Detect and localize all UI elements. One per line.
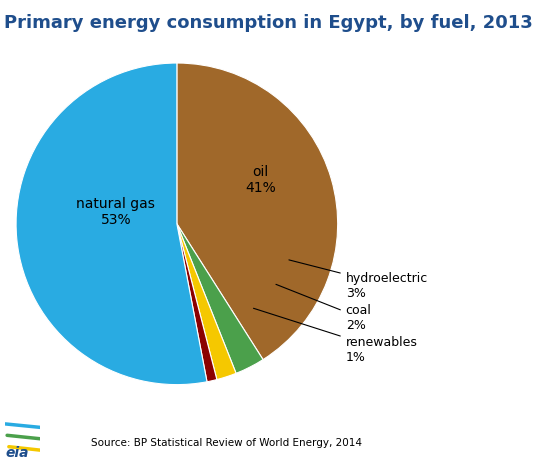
Text: renewables
1%: renewables 1% xyxy=(254,308,418,364)
Text: natural gas
53%: natural gas 53% xyxy=(76,196,155,227)
Wedge shape xyxy=(177,224,263,374)
Text: Source: BP Statistical Review of World Energy, 2014: Source: BP Statistical Review of World E… xyxy=(91,437,362,448)
Wedge shape xyxy=(177,224,217,382)
Wedge shape xyxy=(177,224,236,380)
Text: oil
41%: oil 41% xyxy=(245,164,276,195)
Text: Primary energy consumption in Egypt, by fuel, 2013: Primary energy consumption in Egypt, by … xyxy=(4,14,532,32)
Text: coal
2%: coal 2% xyxy=(276,285,371,331)
Wedge shape xyxy=(177,64,338,360)
Wedge shape xyxy=(16,64,207,385)
Text: hydroelectric
3%: hydroelectric 3% xyxy=(289,260,428,299)
Text: eia: eia xyxy=(6,445,29,459)
